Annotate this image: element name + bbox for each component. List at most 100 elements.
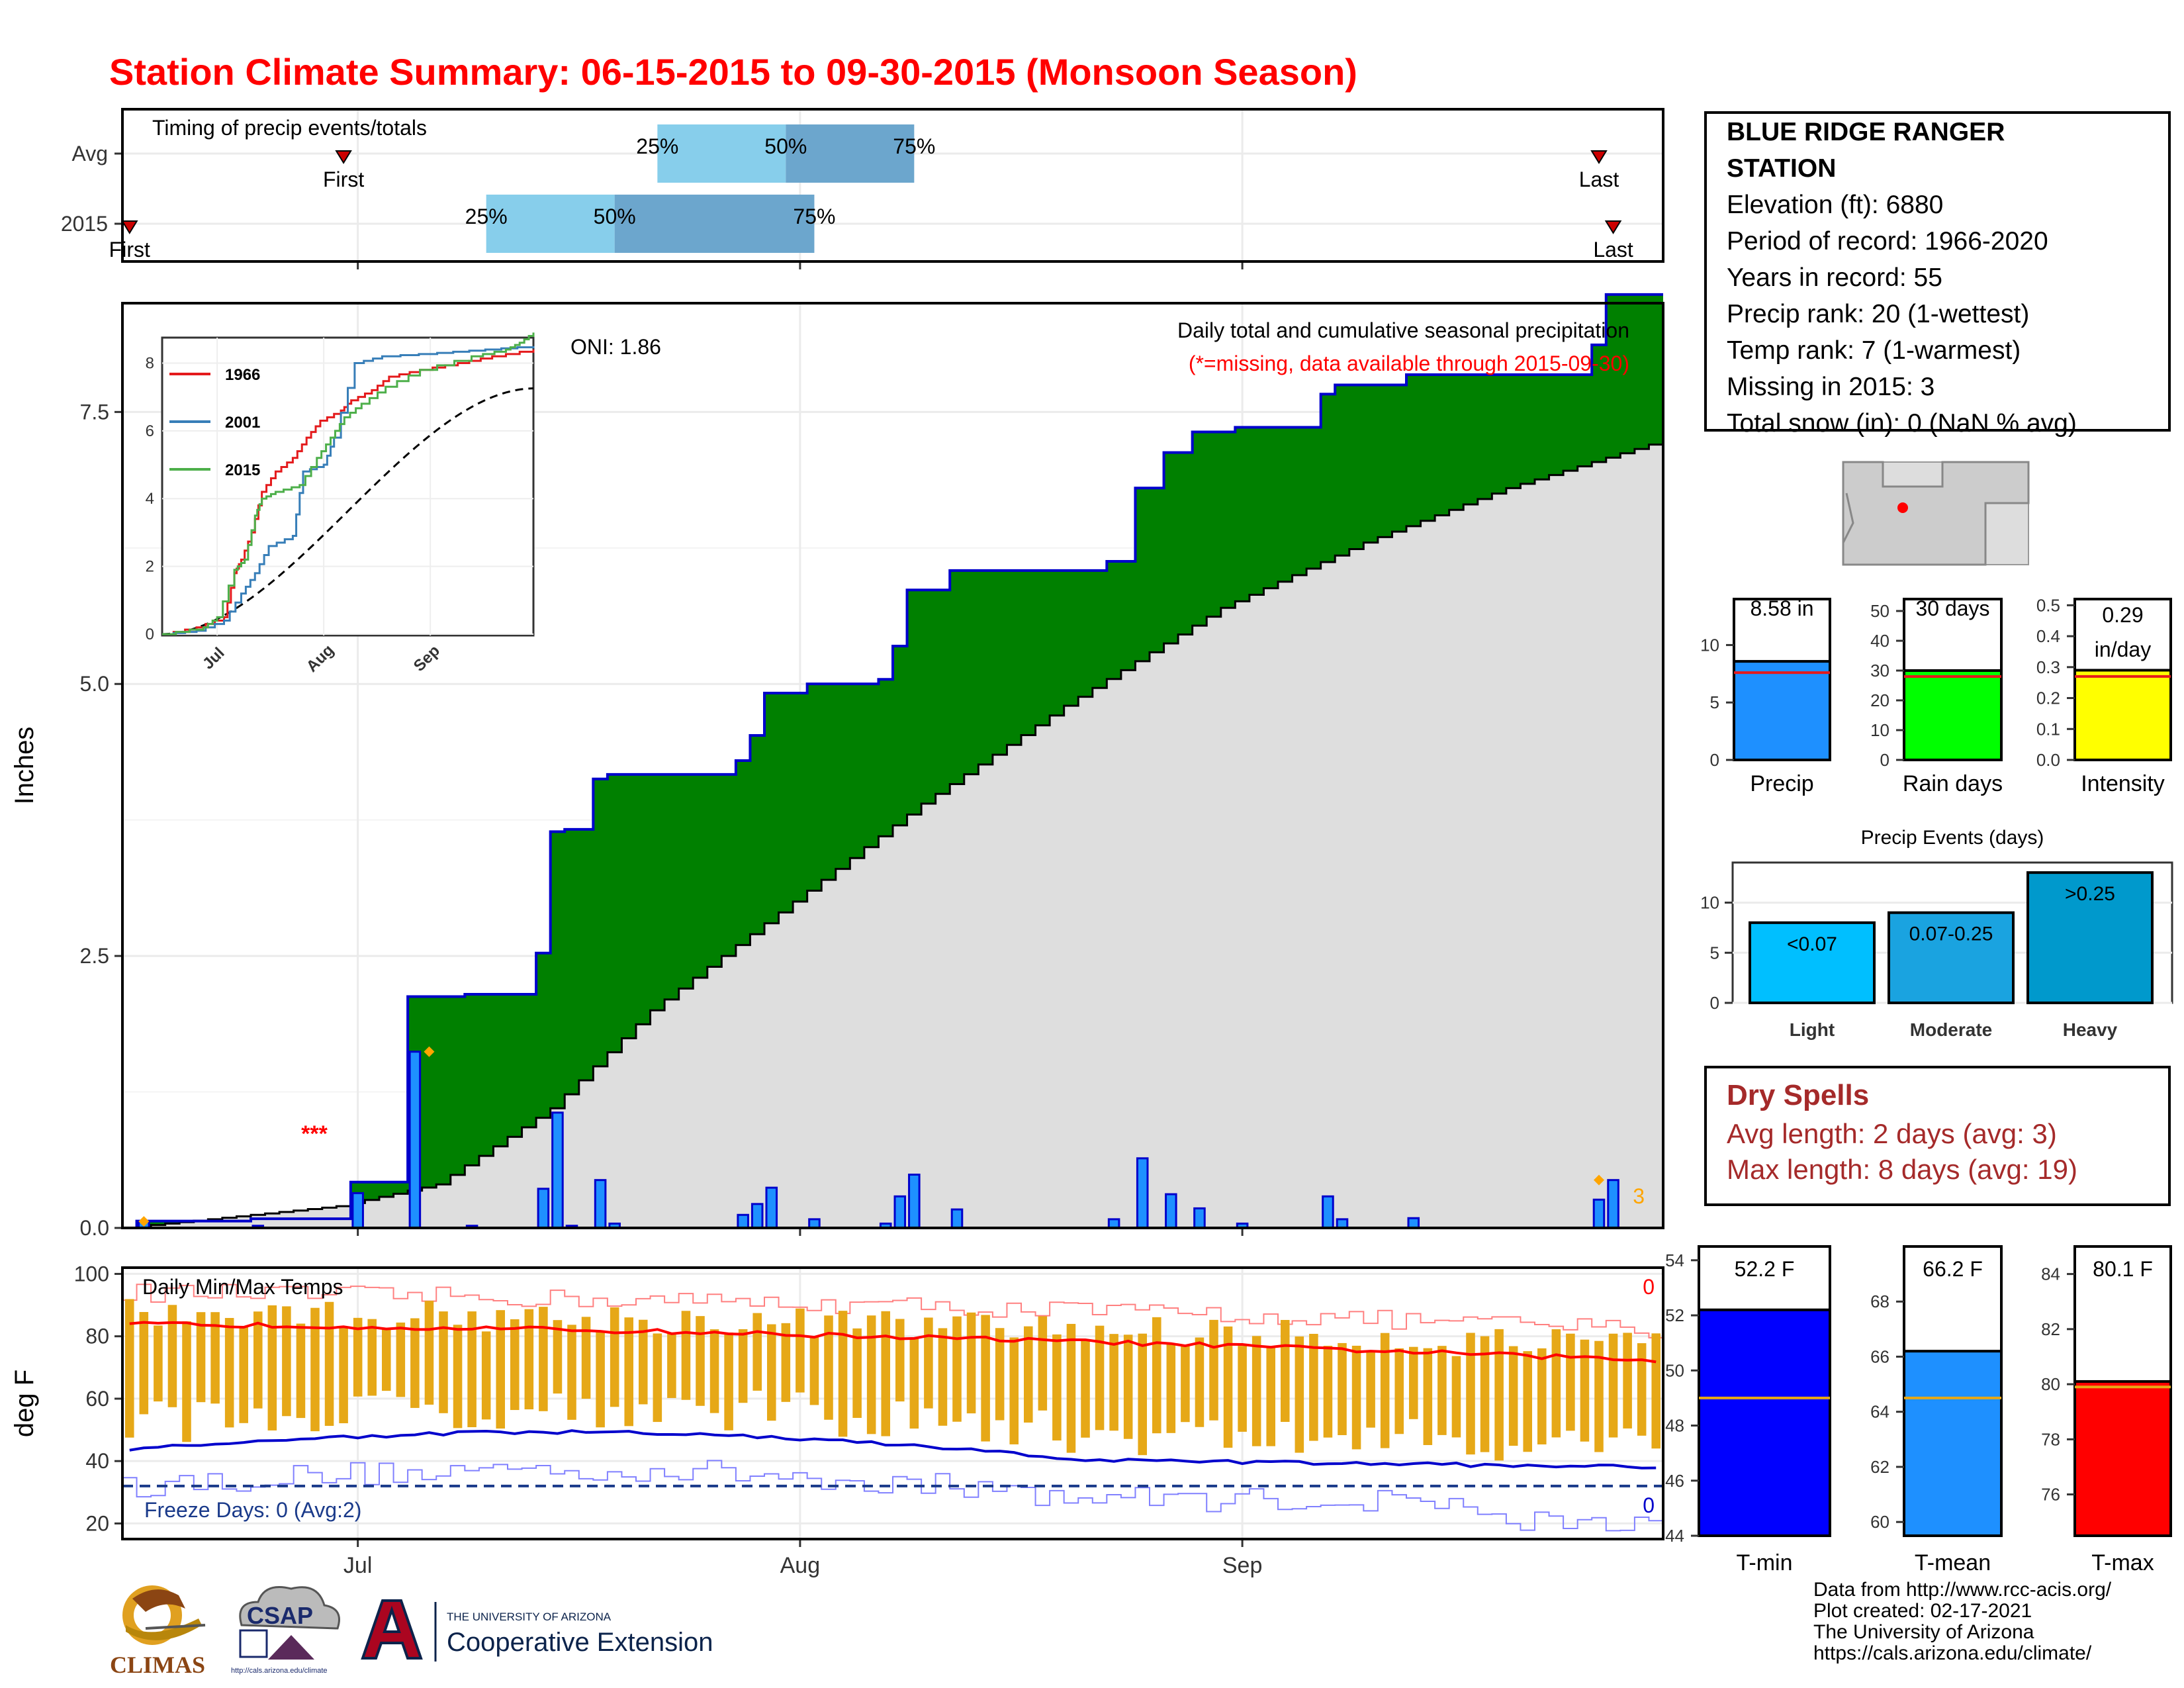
precip-subtitle: (*=missing, data available through 2015-…	[1189, 352, 1629, 375]
tmin-summary-ytick-label: 54	[1665, 1250, 1684, 1270]
cumulative-precip-line	[122, 293, 1663, 1229]
timing-last-marker	[1604, 220, 1622, 234]
daily-temp-bar	[895, 1319, 905, 1402]
tmax-summary-ytick-label: 78	[2041, 1429, 2060, 1449]
dry-spells-title: Dry Spells	[1727, 1079, 1870, 1111]
timing-row-label: Avg	[71, 142, 108, 165]
daily-temp-bar	[139, 1312, 149, 1415]
precip-ytick-label: 5.0	[80, 672, 109, 696]
daily-temp-bar	[724, 1332, 733, 1430]
location-map	[1842, 461, 2030, 566]
inset-legend-label: 2001	[225, 414, 260, 432]
daily-temp-bar	[1038, 1316, 1048, 1411]
tmax-summary-ytick-label: 84	[2041, 1264, 2060, 1284]
temp-xtick-label: Jul	[343, 1553, 372, 1578]
daily-precip-bar	[551, 1111, 564, 1229]
daily-temp-bar	[424, 1301, 434, 1405]
daily-temp-bar	[1409, 1346, 1418, 1419]
temp-ytick-label: 40	[85, 1449, 109, 1473]
precip-summary-ytick-label: 10	[1700, 635, 1719, 655]
precip-ylabel: Inches	[10, 727, 39, 805]
daily-temp-bar	[1138, 1333, 1147, 1456]
temp-xtick-label: Aug	[780, 1553, 821, 1578]
intensity-summary-ytick-label: 0.5	[2036, 595, 2060, 615]
daily-temp-bar	[282, 1306, 291, 1417]
daily-precip-bar	[893, 1195, 907, 1229]
daily-precip-bar	[1136, 1157, 1149, 1229]
tmax-summary-ytick-label: 80	[2041, 1374, 2060, 1394]
temp-frame	[121, 1266, 1664, 1540]
daily-temp-bar	[824, 1315, 833, 1420]
tmax-summary-bar	[2073, 1380, 2172, 1538]
daily-temp-bar	[467, 1311, 477, 1428]
daily-precip-bar	[908, 1173, 921, 1229]
tmean-summary-ytick-label: 60	[1870, 1512, 1889, 1532]
temp-ytick-label: 20	[85, 1511, 109, 1535]
daily-temp-bar	[581, 1317, 591, 1399]
events-category-label: Moderate	[1910, 1019, 1992, 1040]
timing-panel: 25% 50% 75% First Last Avg 25% 50% 75% First Last 2…	[61, 108, 1664, 269]
daily-temp-bar	[1281, 1319, 1290, 1423]
precip-ytick-label: 2.5	[80, 944, 109, 968]
timing-label-50: 50%	[594, 205, 636, 228]
station-years: Years in record: 55	[1727, 263, 1942, 292]
daily-temp-bar	[182, 1321, 191, 1442]
inset-series-line	[162, 332, 535, 635]
temp-ytick-label: 100	[74, 1262, 109, 1286]
tmax-summary-ytick-label: 82	[2041, 1319, 2060, 1339]
rain-days-summary-bar	[1903, 669, 2003, 761]
rain-days-summary-ytick-label: 50	[1870, 601, 1889, 621]
timing-title: Timing of precip events/totals	[152, 116, 427, 140]
daily-precip-bar	[737, 1213, 749, 1229]
temp-min-count: 0	[1643, 1493, 1655, 1517]
temp-max-count: 0	[1643, 1275, 1655, 1299]
university-name: THE UNIVERSITY OF ARIZONA	[447, 1611, 612, 1623]
daily-temp-bar	[1380, 1333, 1390, 1448]
daily-temp-bar	[653, 1333, 662, 1423]
precip-panel: *** 3 Daily total and cumulative seasonal …	[10, 293, 1664, 1240]
intensity-summary-ytick-label: 0.2	[2036, 688, 2060, 708]
daily-temp-bar	[981, 1315, 990, 1442]
rain-days-summary-ytick-label: 0	[1880, 750, 1889, 770]
daily-temp-bar	[1052, 1334, 1062, 1441]
daily-temp-bar	[1309, 1333, 1318, 1441]
station-location-dot	[1897, 502, 1908, 513]
timing-row-label: 2015	[61, 212, 108, 236]
tmean-value: 66.2 F	[1923, 1257, 1983, 1281]
daily-temp-bar	[1081, 1340, 1090, 1438]
temp-plot-bg	[122, 1268, 1663, 1539]
daily-temp-bar	[952, 1316, 962, 1422]
precip-frame	[121, 302, 1664, 1229]
daily-temp-bar	[167, 1305, 177, 1407]
freeze-days-label: Freeze Days: 0 (Avg:2)	[144, 1498, 361, 1522]
timing-bar-q25-q50	[486, 195, 615, 253]
rain-days-summary-ytick-label: 20	[1870, 690, 1889, 710]
daily-temp-bar	[866, 1315, 876, 1434]
daily-temp-bar	[1024, 1326, 1033, 1423]
intensity-summary-ytick-label: 0.3	[2036, 657, 2060, 677]
tmax-value: 80.1 F	[2093, 1257, 2153, 1281]
state-outline	[1842, 461, 2030, 566]
daily-temp-bar	[881, 1311, 890, 1436]
daily-temp-bar	[1066, 1323, 1076, 1453]
tmax-summary-ytick-label: 76	[2041, 1485, 2060, 1505]
daily-temp-bar	[1566, 1333, 1575, 1431]
missing-data-marker	[1594, 1174, 1604, 1186]
daily-temp-bar	[767, 1324, 776, 1421]
precip-ytick-label: 7.5	[80, 400, 109, 424]
daily-temp-bar	[553, 1320, 563, 1394]
daily-temp-bar	[639, 1319, 648, 1405]
timing-label-50: 50%	[764, 134, 807, 158]
daily-temp-bar	[1537, 1348, 1547, 1445]
temp-ytick-label: 80	[85, 1325, 109, 1348]
dry-spells-max: Max length: 8 days (avg: 19)	[1727, 1154, 2077, 1185]
daily-temp-bar	[125, 1299, 134, 1438]
temp-ylabel: deg F	[10, 1370, 39, 1437]
events-bar	[1888, 911, 2015, 1004]
daily-temp-bar	[1009, 1337, 1019, 1444]
dry-spells-box: Dry Spells Avg length: 2 days (avg: 3) M…	[1704, 1066, 2171, 1206]
daily-temp-bar	[995, 1328, 1005, 1421]
daily-precip-bar	[950, 1208, 964, 1229]
daily-temp-bar	[1209, 1319, 1218, 1421]
daily-temp-bar	[496, 1310, 505, 1429]
